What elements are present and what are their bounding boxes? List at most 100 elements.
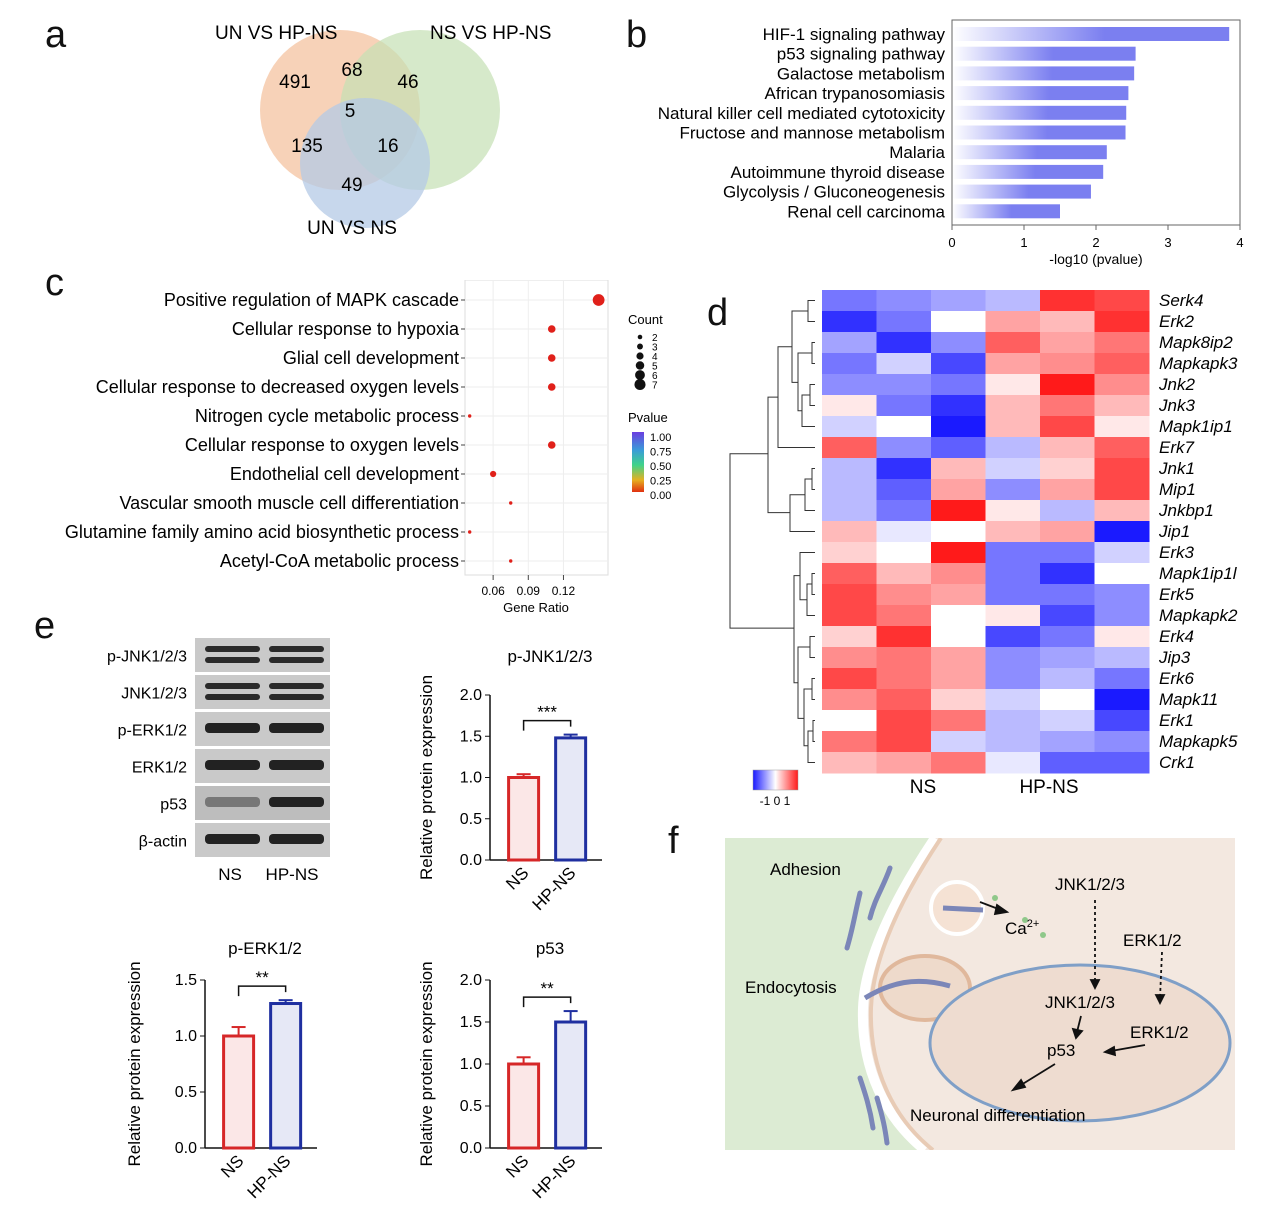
c-dot (547, 441, 556, 449)
d-heatmap-cell (1094, 353, 1150, 375)
d-heatmap-cell (1040, 374, 1095, 396)
venn-set-a-label: UN VS HP-NS (215, 23, 337, 44)
d-row-label: Erk6 (1159, 669, 1195, 688)
b-category-label: African trypanosomiasis (765, 84, 945, 103)
cell-membrane-outline (868, 838, 943, 1150)
d-heatmap-cell (822, 395, 877, 417)
venn-circle-c (300, 98, 430, 228)
d-heatmap-cell (1094, 479, 1150, 501)
go-dot-plot: Positive regulation of MAPK cascade Cellu… (65, 280, 671, 615)
d-heatmap-cell (931, 332, 986, 354)
panel-label-b: b (626, 14, 648, 56)
d-heatmap-cell (1040, 353, 1095, 375)
blot-lane-label: NS (218, 865, 242, 884)
b-category-label: Malaria (889, 143, 945, 162)
d-scale-bar (752, 769, 799, 791)
d-heatmap-cell (1040, 332, 1095, 354)
venn-count-ab: 68 (341, 60, 362, 81)
d-dendrogram-branch (812, 720, 815, 742)
d-heatmap-cell (822, 689, 877, 711)
b-bar (952, 105, 1127, 120)
d-row-label: Mapk8ip2 (1159, 333, 1233, 352)
d-heatmap-cell (1094, 311, 1150, 333)
d-heatmap-cell (822, 500, 877, 522)
d-heatmap-cell (822, 668, 877, 690)
d-heatmap-cell (1040, 479, 1095, 501)
panel-label-a: a (45, 14, 67, 56)
e-x-tick-label: HP-NS (529, 863, 580, 914)
d-heatmap-cell (876, 353, 932, 375)
d-row-label: Mapk1ip1l (1159, 564, 1238, 583)
b-category-label: Galactose metabolism (777, 64, 945, 83)
blot-row-label: p-ERK1/2 (118, 723, 187, 740)
b-category-label: p53 signaling pathway (777, 45, 946, 64)
d-heatmap-cell (985, 500, 1041, 522)
d-heatmap-cell (985, 668, 1041, 690)
d-heatmap-cell (931, 374, 986, 396)
d-heatmap-cell (876, 521, 932, 543)
d-row-label: Mapk11 (1159, 690, 1218, 709)
c-size-legend-dot (637, 343, 643, 350)
calcium-ion (1040, 932, 1046, 938)
d-heatmap-cell (1094, 752, 1150, 774)
c-dot (592, 294, 605, 306)
e-x-tick-label: NS (502, 1151, 532, 1181)
b-x-tick-label: 4 (1236, 235, 1243, 250)
venn-count-only-c: 49 (341, 175, 362, 196)
d-heatmap-cell (931, 479, 986, 501)
d-heatmap-cell (1040, 647, 1095, 669)
label-p53: p53 (1047, 1041, 1075, 1060)
e-y-tick-label: 1.5 (175, 972, 197, 989)
c-size-legend-title: Count (628, 312, 663, 327)
label-erk-nucleus: ERK1/2 (1130, 1023, 1189, 1042)
d-row-label: Erk1 (1159, 711, 1194, 730)
d-row-label: Crk1 (1159, 753, 1195, 772)
blot-band (205, 646, 260, 652)
b-bar (952, 145, 1107, 160)
d-dendrogram-branch (777, 346, 815, 448)
d-heatmap-cell (876, 689, 932, 711)
e-y-tick-label: 2.0 (460, 687, 482, 704)
c-color-legend-tick: 0.75 (650, 447, 671, 459)
blot-band (269, 797, 324, 807)
d-heatmap-cell (985, 626, 1041, 648)
c-dot (547, 354, 556, 362)
d-heatmap-cell (1040, 668, 1095, 690)
b-bar (952, 164, 1104, 179)
extracellular-region (725, 838, 935, 1150)
d-heatmap-cell (985, 395, 1041, 417)
b-x-tick-label: 2 (1092, 235, 1099, 250)
d-heatmap-cell (876, 647, 932, 669)
d-heatmap-cell (1094, 437, 1150, 459)
d-heatmap-cell (822, 521, 877, 543)
vesicle-fiber (942, 905, 984, 913)
d-heatmap-cell (931, 647, 986, 669)
d-row-label: Erk4 (1159, 627, 1194, 646)
c-dot (509, 559, 513, 563)
d-scale-label: -1 0 1 (760, 794, 791, 808)
c-dot (467, 414, 472, 418)
d-row-label: Erk3 (1159, 543, 1195, 562)
d-heatmap-cell (1040, 626, 1095, 648)
mechanism-schematic: Adhesion Endocytosis JNK1/2/3 ERK1/2 Ca2… (725, 838, 1235, 1150)
d-heatmap-cell (876, 584, 932, 606)
d-heatmap-cell (931, 605, 986, 627)
blot-row: p-ERK1/2 (118, 712, 330, 746)
e-y-tick-label: 0.0 (460, 1140, 482, 1157)
b-category-label: Autoimmune thyroid disease (730, 163, 945, 182)
d-heatmap-cell (822, 290, 877, 312)
e-x-tick-label: HP-NS (529, 1151, 580, 1202)
d-heatmap-cell (822, 311, 877, 333)
blot-row: p53 (160, 786, 330, 820)
e-x-tick-label: NS (502, 863, 532, 893)
d-heatmap-cell (985, 752, 1041, 774)
blot-row: p-JNK1/2/3 (107, 638, 330, 672)
d-heatmap-cell (1040, 689, 1095, 711)
bar-chart-p53: p53 Relative protein expression 0.0 0.5 1.0 1… (417, 939, 602, 1202)
d-heatmap-cell (822, 605, 877, 627)
d-heatmap-cell (931, 668, 986, 690)
c-dot (490, 470, 497, 478)
d-heatmap-cell (931, 500, 986, 522)
d-heatmap-cell (931, 626, 986, 648)
